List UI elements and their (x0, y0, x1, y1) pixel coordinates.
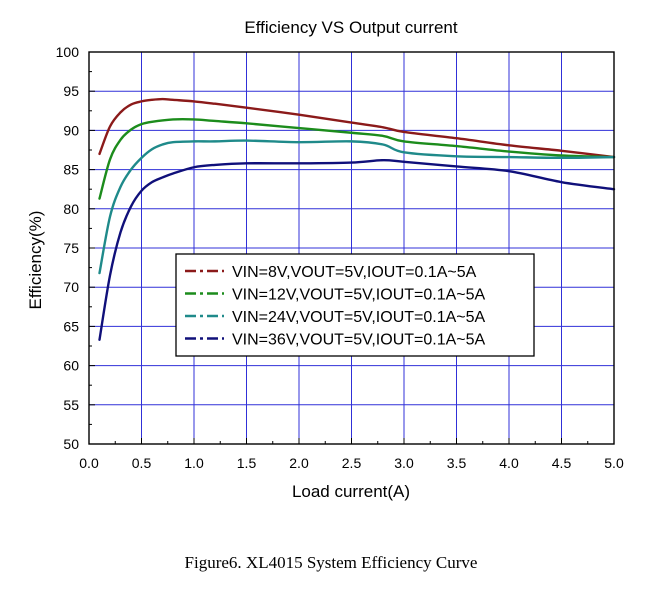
x-tick-label: 4.0 (499, 455, 519, 471)
x-tick-label: 3.5 (447, 455, 467, 471)
legend-label-2: VIN=12V,VOUT=5V,IOUT=0.1A~5A (232, 287, 486, 304)
y-tick-label: 80 (63, 201, 79, 217)
x-tick-label: 2.5 (342, 455, 362, 471)
y-tick-label: 50 (63, 436, 79, 452)
legend-label-4: VIN=36V,VOUT=5V,IOUT=0.1A~5A (232, 332, 486, 349)
x-tick-label: 0.0 (79, 455, 99, 471)
legend-label-3: VIN=24V,VOUT=5V,IOUT=0.1A~5A (232, 309, 486, 326)
y-tick-label: 70 (63, 279, 79, 295)
y-tick-label: 95 (63, 83, 79, 99)
axis-ticks: 0.0 0.5 1.0 1.5 2.0 2.5 3.0 3.5 4.0 4.5 5.0 50 55 60 6… (56, 44, 624, 471)
y-axis-label: Efficiency(%) (26, 211, 45, 310)
x-tick-label: 1.0 (184, 455, 204, 471)
legend-box (175, 253, 535, 357)
y-tick-label: 100 (56, 44, 80, 60)
series-lines (98, 97, 616, 341)
x-axis-label: Load current(A) (292, 482, 410, 501)
y-tick-label: 90 (63, 122, 79, 138)
series-line-3 (98, 139, 616, 275)
legend: VIN=8V,VOUT=5V,IOUT=0.1A~5A VIN=12V,VOUT=… (175, 253, 535, 357)
y-tick-label: 65 (63, 318, 79, 334)
legend-label-1: VIN=8V,VOUT=5V,IOUT=0.1A~5A (232, 264, 477, 281)
figure-caption: Figure6. XL4015 System Efficiency Curve (185, 553, 478, 572)
x-tick-label: 5.0 (604, 455, 624, 471)
chart-title: Efficiency VS Output current (244, 18, 458, 37)
series-line-1 (98, 97, 616, 159)
grid (88, 51, 615, 445)
x-tick-label: 4.5 (552, 455, 572, 471)
y-tick-label: 85 (63, 162, 79, 178)
x-tick-label: 0.5 (132, 455, 152, 471)
series-line-4 (98, 158, 616, 341)
y-tick-label: 60 (63, 358, 79, 374)
x-tick-label: 3.0 (394, 455, 414, 471)
y-tick-label: 75 (63, 240, 79, 256)
x-tick-label: 2.0 (289, 455, 309, 471)
y-tick-label: 55 (63, 397, 79, 413)
x-tick-label: 1.5 (237, 455, 257, 471)
series-line-2 (98, 117, 616, 200)
